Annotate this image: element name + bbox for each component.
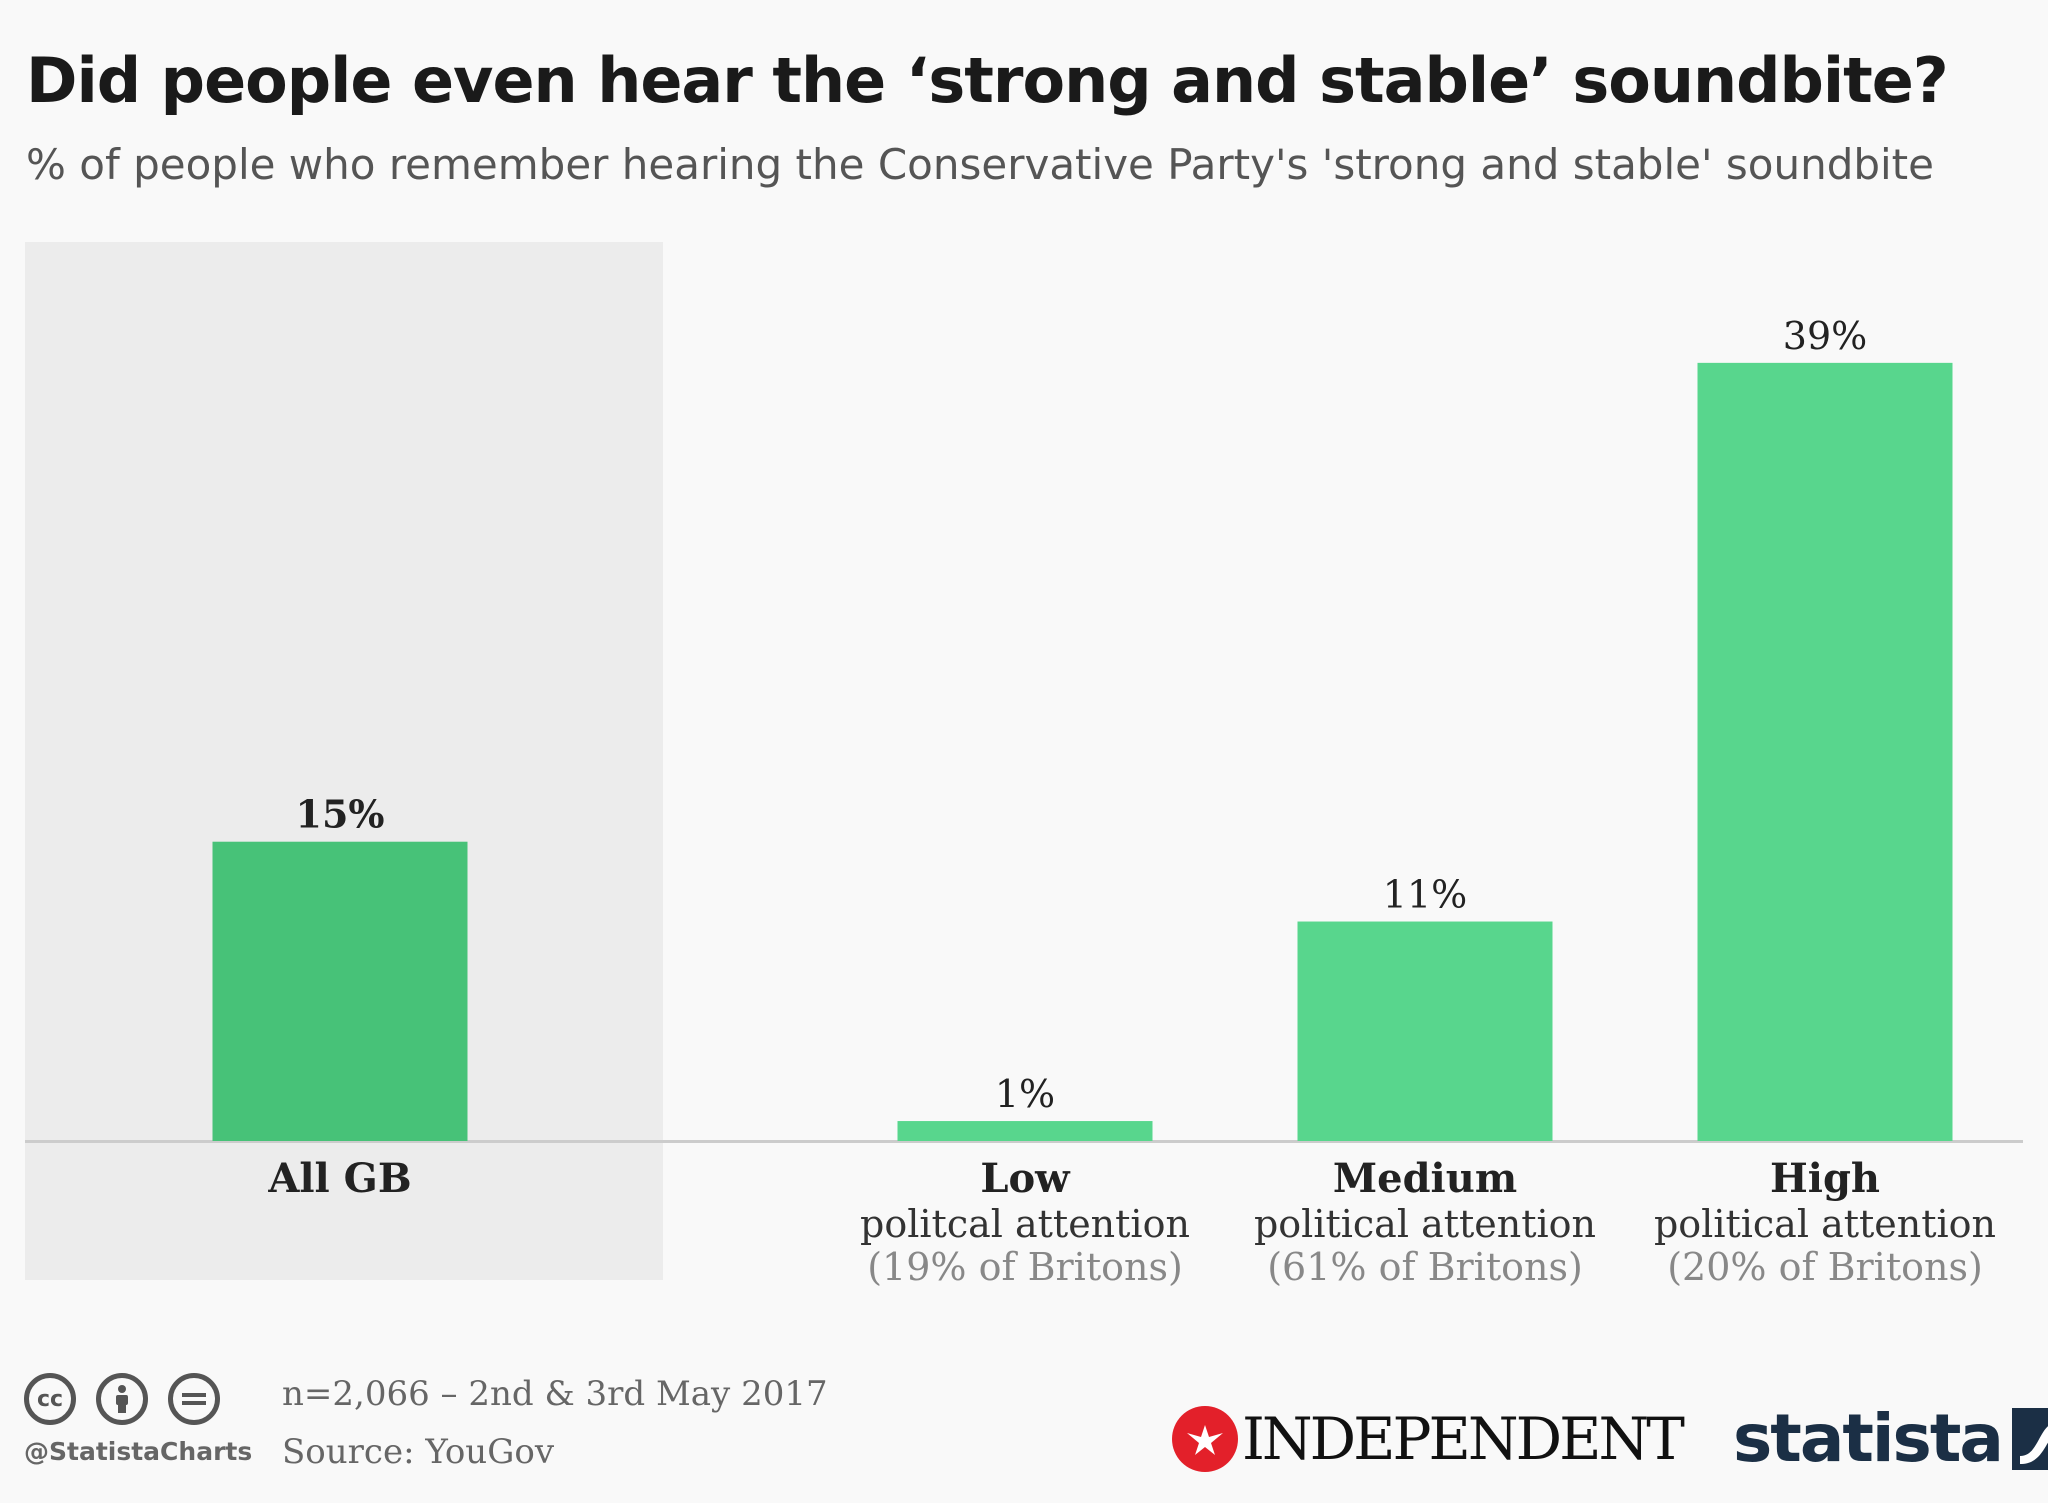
source-note: Source: YouGov [282,1432,555,1472]
category-share-label: (61% of Britons) [1267,1245,1583,1289]
category-label: All GB [267,1155,411,1202]
value-label: 15% [296,792,385,837]
value-label: 1% [995,1072,1055,1116]
bar-medium [1297,921,1553,1141]
independent-wordmark: INDEPENDENT [1242,1405,1685,1473]
chart-subtitle: % of people who remember hearing the Con… [26,140,1934,189]
by-icon [96,1373,148,1425]
category-label: Low [980,1155,1071,1202]
value-label: 39% [1783,314,1867,358]
nd-icon [168,1373,220,1425]
statista-wordmark: statista [1733,1400,2004,1477]
statista-mark-icon [2011,1407,2048,1470]
category-sublabel: political attention [1654,1202,1996,1246]
category-sublabel: politcal attention [860,1202,1190,1246]
chart-title: Did people even hear the ‘strong and sta… [26,44,1949,117]
value-label: 11% [1383,873,1467,917]
statista-logo: statista [1733,1400,2048,1477]
bar-all-gb [212,841,468,1141]
sample-note: n=2,066 – 2nd & 3rd May 2017 [282,1374,828,1414]
category-share-label: (20% of Britons) [1667,1245,1983,1289]
category-label: Medium [1333,1155,1517,1202]
independent-logo: INDEPENDENT [1172,1405,1685,1473]
statista-handle: @StatistaCharts [24,1437,253,1466]
category-share-label: (19% of Britons) [867,1245,1183,1289]
bar-high [1697,362,1953,1141]
cc-icon: cc [24,1373,76,1425]
bar-low [897,1121,1153,1141]
category-sublabel: political attention [1254,1202,1596,1246]
category-label: High [1770,1155,1880,1202]
eagle-icon [1172,1406,1238,1472]
